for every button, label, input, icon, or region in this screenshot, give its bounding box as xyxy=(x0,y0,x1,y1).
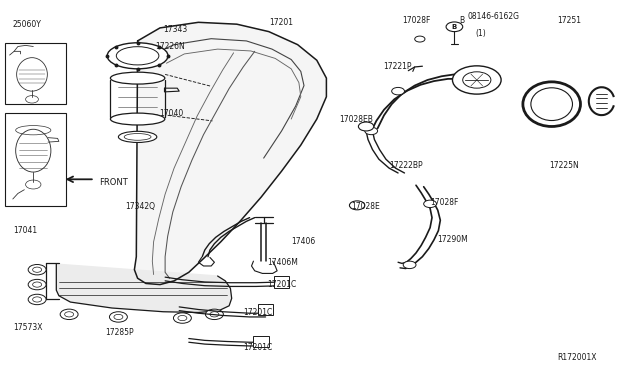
Text: 17028F: 17028F xyxy=(430,198,458,207)
Text: 17251: 17251 xyxy=(557,16,581,25)
Ellipse shape xyxy=(523,82,580,126)
Bar xyxy=(253,336,269,347)
Text: 17342Q: 17342Q xyxy=(125,202,155,211)
Text: 17285P: 17285P xyxy=(106,328,134,337)
Text: 17222BP: 17222BP xyxy=(389,161,423,170)
Text: FRONT: FRONT xyxy=(99,178,128,187)
Ellipse shape xyxy=(107,43,168,69)
Text: 17041: 17041 xyxy=(13,226,37,235)
Circle shape xyxy=(60,309,78,320)
Text: 17201C: 17201C xyxy=(268,280,297,289)
Text: B: B xyxy=(452,24,457,30)
Text: 17573X: 17573X xyxy=(13,323,42,332)
Text: 17343: 17343 xyxy=(163,25,188,34)
Ellipse shape xyxy=(110,72,165,84)
Text: 17201: 17201 xyxy=(269,18,293,27)
Text: 17028E: 17028E xyxy=(351,202,380,211)
Text: 17040: 17040 xyxy=(159,109,183,118)
Text: 17406: 17406 xyxy=(291,237,316,246)
Circle shape xyxy=(349,201,365,210)
Text: 17028EB: 17028EB xyxy=(339,115,373,124)
Polygon shape xyxy=(56,264,232,312)
Circle shape xyxy=(424,200,436,208)
Circle shape xyxy=(365,127,378,135)
Circle shape xyxy=(28,294,46,305)
Text: 17201C: 17201C xyxy=(243,343,273,352)
Bar xyxy=(274,276,289,288)
Circle shape xyxy=(205,309,223,320)
Circle shape xyxy=(415,36,425,42)
Text: 25060Y: 25060Y xyxy=(13,20,42,29)
Text: 17225N: 17225N xyxy=(549,161,579,170)
Circle shape xyxy=(392,87,404,95)
Bar xyxy=(5,43,66,104)
Circle shape xyxy=(403,261,416,269)
Ellipse shape xyxy=(118,131,157,142)
Text: (1): (1) xyxy=(476,29,486,38)
Text: 17201C: 17201C xyxy=(243,308,273,317)
Bar xyxy=(258,304,273,315)
Circle shape xyxy=(28,264,46,275)
Circle shape xyxy=(109,312,127,322)
Text: 17226N: 17226N xyxy=(155,42,184,51)
Circle shape xyxy=(28,279,46,290)
Circle shape xyxy=(173,313,191,323)
Circle shape xyxy=(358,122,374,131)
Text: 17221P: 17221P xyxy=(383,62,412,71)
Text: R172001X: R172001X xyxy=(557,353,596,362)
Polygon shape xyxy=(134,22,326,285)
Ellipse shape xyxy=(110,113,165,125)
Text: 08146-6162G: 08146-6162G xyxy=(467,12,519,21)
Text: 17406M: 17406M xyxy=(268,258,298,267)
Text: 17028F: 17028F xyxy=(402,16,430,25)
Text: B: B xyxy=(460,16,465,25)
Bar xyxy=(5,113,66,206)
Circle shape xyxy=(452,66,501,94)
Text: 17290M: 17290M xyxy=(437,235,468,244)
